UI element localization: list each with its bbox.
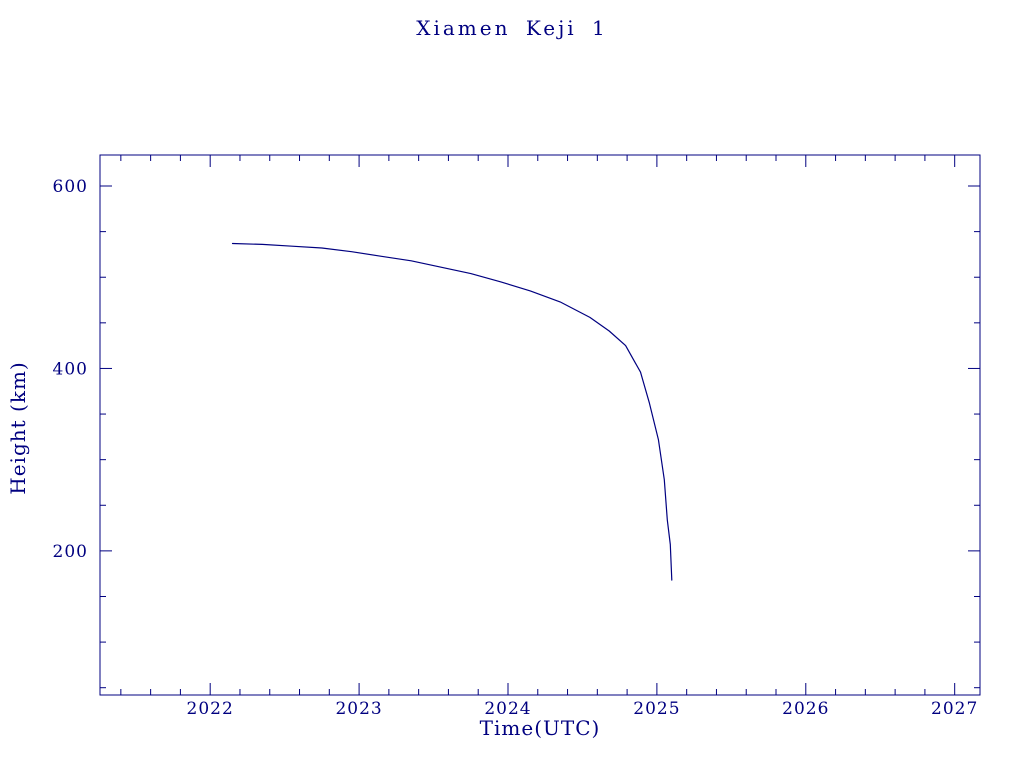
x-tick-label: 2022 [187, 699, 234, 719]
y-tick-label: 200 [53, 542, 88, 562]
plot-frame [99, 154, 981, 696]
chart-title: Xiamen Keji 1 [416, 16, 608, 40]
x-tick-label: 2027 [931, 699, 978, 719]
x-tick-label: 2024 [484, 699, 531, 719]
x-tick-label: 2023 [335, 699, 382, 719]
x-tick-label: 2025 [633, 699, 680, 719]
y-tick-label: 600 [53, 177, 88, 197]
y-tick-label: 400 [53, 359, 88, 379]
x-axis-label: Time(UTC) [479, 716, 601, 740]
height-curve [231, 242, 673, 581]
x-tick-label: 2026 [782, 699, 829, 719]
